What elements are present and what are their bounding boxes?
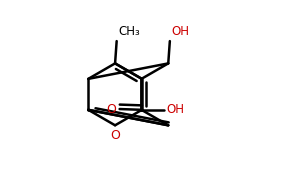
Text: OH: OH xyxy=(166,103,184,116)
Text: OH: OH xyxy=(171,25,189,38)
Text: CH₃: CH₃ xyxy=(118,25,140,38)
Text: O: O xyxy=(106,103,116,115)
Text: O: O xyxy=(110,129,120,142)
